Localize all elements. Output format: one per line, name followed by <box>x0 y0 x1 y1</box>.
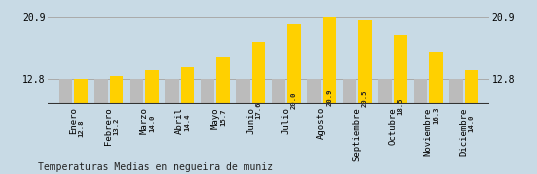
Bar <box>465 70 478 174</box>
Bar <box>252 42 265 174</box>
Bar <box>358 20 372 174</box>
Bar <box>59 79 72 174</box>
Bar <box>180 67 194 174</box>
Bar <box>323 17 336 174</box>
Bar <box>110 76 123 174</box>
Bar <box>379 79 392 174</box>
Bar <box>165 79 179 174</box>
Bar <box>343 79 357 174</box>
Bar <box>307 79 321 174</box>
Bar <box>236 79 250 174</box>
Text: 14.0: 14.0 <box>468 115 475 132</box>
Bar <box>145 70 158 174</box>
Bar <box>130 79 143 174</box>
Text: 14.4: 14.4 <box>184 113 190 131</box>
Text: 16.3: 16.3 <box>433 106 439 124</box>
Bar <box>201 79 214 174</box>
Text: 15.7: 15.7 <box>220 108 226 126</box>
Text: 20.0: 20.0 <box>291 92 297 109</box>
Bar <box>216 57 230 174</box>
Text: Temperaturas Medias en negueira de muniz: Temperaturas Medias en negueira de muniz <box>38 162 273 172</box>
Text: 20.9: 20.9 <box>326 88 332 106</box>
Text: 20.5: 20.5 <box>362 90 368 107</box>
Bar <box>74 79 88 174</box>
Bar <box>429 52 442 174</box>
Text: 12.8: 12.8 <box>78 119 84 137</box>
Bar <box>414 79 427 174</box>
Text: 14.0: 14.0 <box>149 115 155 132</box>
Bar <box>394 35 407 174</box>
Bar <box>449 79 463 174</box>
Text: 13.2: 13.2 <box>113 118 119 135</box>
Text: 17.6: 17.6 <box>256 101 262 118</box>
Bar <box>272 79 285 174</box>
Bar <box>287 24 301 174</box>
Bar <box>95 79 108 174</box>
Text: 18.5: 18.5 <box>397 98 403 115</box>
